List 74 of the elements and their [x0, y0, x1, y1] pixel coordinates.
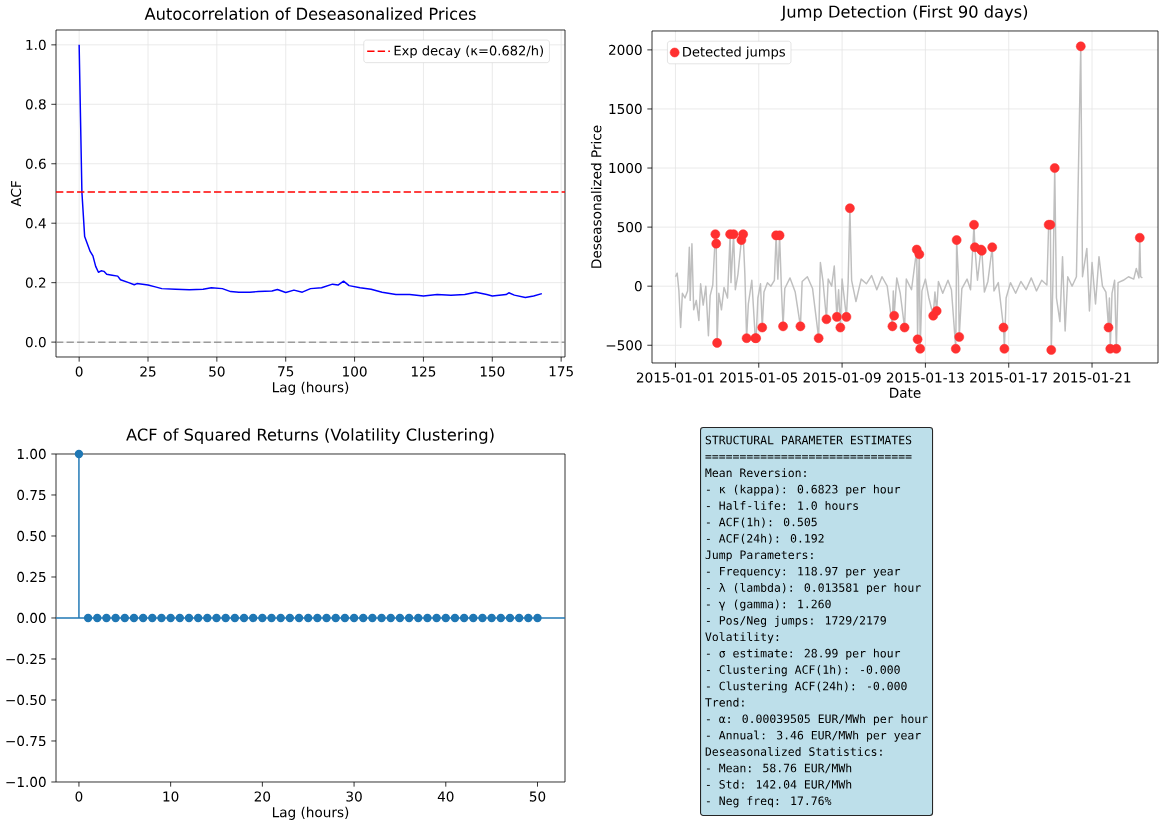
text: Volatility: [705, 632, 779, 644]
text: - Clustering ACF(24h): -0.000 [706, 681, 907, 693]
text: ============================== [705, 455, 912, 459]
x-axis-title: Lag (hours) [272, 806, 349, 820]
y-tick-label: −1.00 [6, 776, 46, 788]
y-tick-label: 0 [634, 281, 642, 292]
x-tick-label: 10 [163, 791, 179, 802]
x-tick-label: 125 [411, 366, 436, 377]
text: - Neg freq: 17.76% [706, 796, 832, 808]
text: - ACF(24h): 0.192 [706, 533, 824, 545]
y-tick-label: 0.25 [17, 571, 46, 583]
y-tick-label: −0.25 [6, 653, 46, 665]
y-tick-label: 0.50 [17, 530, 46, 542]
chart-title: Jump Detection (First 90 days) [780, 5, 1028, 21]
y-tick-label: 0.75 [17, 489, 46, 501]
text: - Annual: 3.46 EUR/MWh per year [706, 730, 921, 742]
x-tick-label: 50 [209, 366, 225, 377]
x-tick-label: 2015-01-21 [1053, 372, 1131, 383]
text: - α: 0.00039505 EUR/MWh per hour [706, 714, 928, 726]
y-tick-label: 0.6 [25, 158, 46, 169]
x-tick-label: 20 [254, 791, 271, 802]
text: - Mean: 58.76 EUR/MWh [706, 763, 852, 774]
legend-label: Exp decay (κ=0.682/h) [394, 45, 543, 59]
y-axis-title: Deseasonalized Price [590, 125, 602, 268]
x-tick-label: 2015-01-13 [886, 372, 964, 383]
legend-label: Detected jumps [683, 46, 785, 60]
y-tick-label: 0.4 [25, 218, 46, 229]
x-tick-label: 2015-01-17 [970, 372, 1048, 383]
text: - λ (lambda): 0.013581 per hour [706, 582, 921, 595]
text: - σ estimate: 28.99 per hour [706, 648, 901, 660]
x-tick-label: 25 [140, 366, 156, 377]
x-tick-label: 150 [480, 366, 505, 377]
chart-title: Autocorrelation of Deseasonalized Prices [144, 7, 476, 20]
y-tick-label: −0.50 [6, 694, 46, 706]
x-tick-label: 50 [529, 791, 546, 802]
chart-title: ACF of Squared Returns (Volatility Clustering) [126, 428, 494, 444]
text: Jump Parameters: [705, 550, 813, 562]
x-tick-label: 100 [343, 366, 367, 377]
x-tick-label: 2015-01-09 [803, 372, 881, 383]
text: STRUCTURAL PARAMETER ESTIMATES [705, 435, 912, 445]
y-tick-label: 1.0 [26, 39, 46, 50]
x-tick-label: 75 [278, 366, 294, 377]
text: - Clustering ACF(1h): -0.000 [706, 664, 900, 677]
text: Trend: [705, 697, 744, 707]
y-tick-label: −500 [606, 340, 642, 351]
text: - γ (gamma): 1.260 [706, 599, 831, 611]
text: - Std: 142.04 EUR/MWh [706, 779, 852, 790]
x-axis-title: Lag (hours) [272, 381, 349, 395]
text: Mean Reversion: [705, 468, 806, 478]
x-tick-label: 2015-01-01 [636, 372, 714, 383]
y-axis-title: ACF [10, 181, 22, 207]
text: - Pos/Neg jumps: 1729/2179 [706, 615, 886, 628]
x-axis-title: Date [890, 387, 921, 398]
x-tick-label: 30 [346, 791, 362, 802]
y-tick-label: 500 [617, 221, 642, 233]
y-tick-label: 1000 [609, 162, 642, 174]
text: - Frequency: 118.97 per year [706, 566, 901, 578]
y-tick-label: 0.00 [17, 612, 46, 624]
text: - Half-life: 1.0 hours [706, 500, 858, 510]
text: Deseasonalized Statistics: [705, 746, 882, 756]
x-tick-label: 175 [549, 366, 573, 377]
y-tick-label: −0.75 [6, 735, 46, 747]
y-tick-label: 1500 [609, 103, 642, 115]
x-tick-label: 0 [75, 366, 83, 377]
x-tick-label: 2015-01-05 [720, 372, 798, 383]
x-tick-label: 40 [437, 791, 454, 802]
text: - ACF(1h): 0.505 [706, 517, 817, 528]
y-tick-label: 0.8 [25, 99, 46, 110]
text: - κ (kappa): 0.6823 per hour [706, 484, 901, 496]
y-tick-label: 2000 [609, 44, 642, 56]
x-tick-label: 0 [75, 791, 83, 802]
y-tick-label: 0.0 [25, 336, 46, 348]
y-tick-label: 0.2 [25, 277, 46, 288]
y-tick-label: 1.00 [17, 448, 46, 460]
